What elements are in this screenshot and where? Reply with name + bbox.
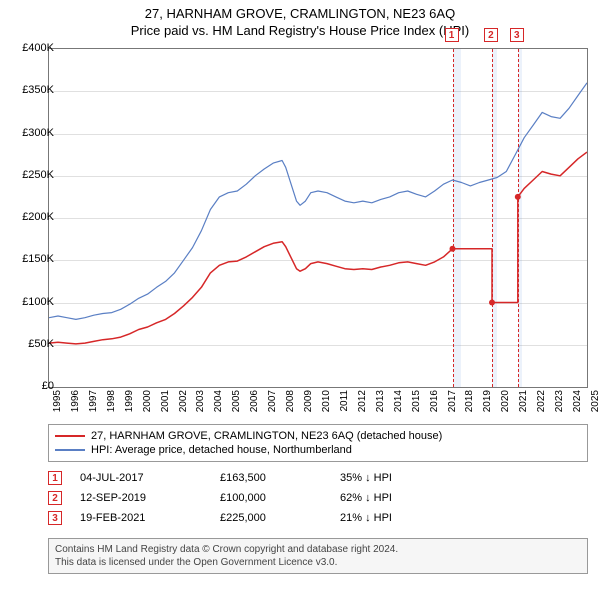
legend-row: HPI: Average price, detached house, Nort… (55, 443, 581, 457)
legend-swatch (55, 449, 85, 451)
x-axis-label: 2019 (482, 390, 493, 412)
x-axis-label: 2007 (267, 390, 278, 412)
legend-label: 27, HARNHAM GROVE, CRAMLINGTON, NE23 6AQ… (91, 430, 442, 442)
sales-table: 1 04-JUL-2017£163,50035% ↓ HPI 2 12-SEP-201… (48, 468, 588, 528)
sale-row-marker: 3 (48, 511, 62, 525)
x-axis-label: 2016 (429, 390, 440, 412)
x-axis-label: 2012 (357, 390, 368, 412)
footer-line-2: This data is licensed under the Open Gov… (55, 556, 581, 569)
y-axis-label: £0 (10, 380, 54, 392)
y-axis-label: £400K (10, 42, 54, 54)
sale-marker-2: 2 (484, 28, 498, 42)
x-axis-label: 2001 (160, 390, 171, 412)
sale-row: 1 04-JUL-2017£163,50035% ↓ HPI (48, 468, 588, 488)
sale-date: 12-SEP-2019 (80, 492, 220, 504)
footer-line-1: Contains HM Land Registry data © Crown c… (55, 543, 581, 556)
legend-swatch (55, 435, 85, 437)
sale-row-marker: 1 (48, 471, 62, 485)
x-axis-label: 2010 (321, 390, 332, 412)
x-axis-label: 2024 (572, 390, 583, 412)
y-axis-label: £200K (10, 211, 54, 223)
legend-label: HPI: Average price, detached house, Nort… (91, 444, 352, 456)
x-axis-label: 2008 (285, 390, 296, 412)
x-axis-label: 1997 (88, 390, 99, 412)
legend-row: 27, HARNHAM GROVE, CRAMLINGTON, NE23 6AQ… (55, 429, 581, 443)
plot-area (48, 48, 588, 388)
legend: 27, HARNHAM GROVE, CRAMLINGTON, NE23 6AQ… (48, 424, 588, 462)
x-axis-label: 2020 (500, 390, 511, 412)
x-axis-label: 2017 (447, 390, 458, 412)
x-axis-label: 1996 (70, 390, 81, 412)
sale-price: £163,500 (220, 472, 340, 484)
sale-diff: 21% ↓ HPI (340, 512, 460, 524)
x-axis-label: 2006 (249, 390, 260, 412)
x-axis-label: 2022 (536, 390, 547, 412)
x-axis-label: 2000 (142, 390, 153, 412)
sale-date: 04-JUL-2017 (80, 472, 220, 484)
y-axis-label: £150K (10, 253, 54, 265)
x-axis-label: 2011 (339, 390, 350, 412)
y-axis-label: £350K (10, 84, 54, 96)
x-axis-label: 2015 (411, 390, 422, 412)
x-axis-label: 2023 (554, 390, 565, 412)
sale-date: 19-FEB-2021 (80, 512, 220, 524)
y-axis-label: £250K (10, 169, 54, 181)
sale-price: £100,000 (220, 492, 340, 504)
x-axis-label: 1998 (106, 390, 117, 412)
sale-marker-3: 3 (510, 28, 524, 42)
x-axis-label: 2003 (195, 390, 206, 412)
y-axis-label: £300K (10, 127, 54, 139)
x-axis-label: 2014 (393, 390, 404, 412)
y-axis-label: £50K (10, 338, 54, 350)
sale-row-marker: 2 (48, 491, 62, 505)
x-axis-label: 2021 (518, 390, 529, 412)
sale-diff: 62% ↓ HPI (340, 492, 460, 504)
sale-marker-1: 1 (445, 28, 459, 42)
y-axis-label: £100K (10, 296, 54, 308)
x-axis-label: 1995 (52, 390, 63, 412)
x-axis-label: 2025 (590, 390, 600, 412)
sale-row: 2 12-SEP-2019£100,00062% ↓ HPI (48, 488, 588, 508)
sale-row: 3 19-FEB-2021£225,00021% ↓ HPI (48, 508, 588, 528)
x-axis-label: 2013 (375, 390, 386, 412)
x-axis-label: 2009 (303, 390, 314, 412)
x-axis-label: 2004 (213, 390, 224, 412)
chart-container: 27, HARNHAM GROVE, CRAMLINGTON, NE23 6AQ… (0, 0, 600, 590)
x-axis-label: 2002 (178, 390, 189, 412)
attribution-footer: Contains HM Land Registry data © Crown c… (48, 538, 588, 574)
x-axis-label: 2005 (231, 390, 242, 412)
sale-price: £225,000 (220, 512, 340, 524)
chart-title-address: 27, HARNHAM GROVE, CRAMLINGTON, NE23 6AQ (0, 0, 600, 21)
x-axis-label: 1999 (124, 390, 135, 412)
sale-diff: 35% ↓ HPI (340, 472, 460, 484)
x-axis-label: 2018 (464, 390, 475, 412)
